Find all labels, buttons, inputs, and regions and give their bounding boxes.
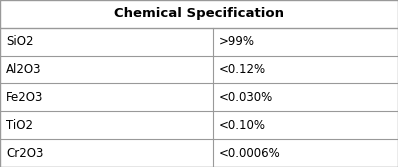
Text: >99%: >99% [219,35,255,48]
Text: TiO2: TiO2 [6,119,33,132]
Text: Cr2O3: Cr2O3 [6,147,43,160]
Text: Chemical Specification: Chemical Specification [114,7,284,20]
Text: Fe2O3: Fe2O3 [6,91,43,104]
Text: <0.030%: <0.030% [219,91,273,104]
Text: Al2O3: Al2O3 [6,63,41,76]
Text: <0.0006%: <0.0006% [219,147,281,160]
Text: SiO2: SiO2 [6,35,33,48]
Text: <0.12%: <0.12% [219,63,266,76]
Text: <0.10%: <0.10% [219,119,266,132]
